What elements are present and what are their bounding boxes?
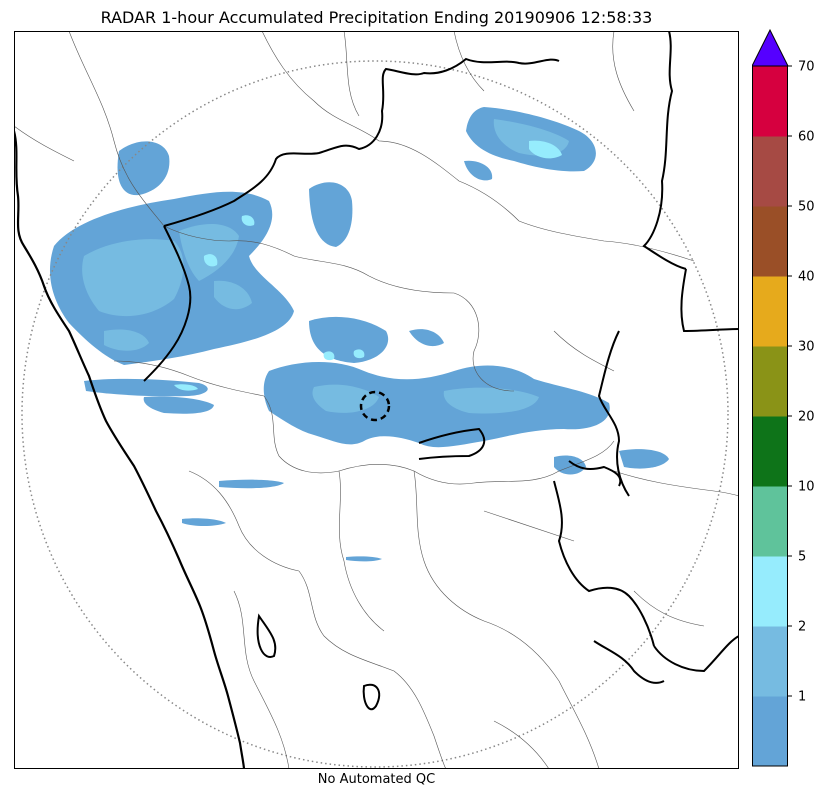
colorbar-tick-label: 20 — [798, 410, 815, 425]
precip-max-west — [203, 254, 218, 267]
colorbar-tick-label: 10 — [798, 480, 815, 495]
precip-core-central — [312, 384, 379, 413]
colorbar: 1 2 5 10 20 30 40 50 60 70 — [752, 28, 815, 767]
colorbar-tick-label: 30 — [798, 340, 815, 355]
colorbar-band — [752, 136, 788, 207]
colorbar-band — [752, 486, 788, 557]
state-border-east — [680, 268, 739, 333]
chart-title: RADAR 1-hour Accumulated Precipitation E… — [100, 8, 653, 27]
state-border-southeast-2 — [653, 635, 739, 673]
precip-max-northeast — [529, 140, 562, 159]
colorbar-tick-label: 2 — [798, 620, 806, 635]
colorbar-band — [752, 626, 788, 697]
state-border-central-south-2 — [568, 460, 622, 487]
precip-area-south-streak-1 — [219, 479, 284, 489]
colorbar-tick-label: 1 — [798, 690, 806, 705]
state-border-west-inland — [143, 225, 192, 382]
colorbar-band — [752, 696, 788, 767]
precip-max-west-2 — [241, 215, 255, 226]
precip-core-west — [82, 239, 184, 317]
precip-area-ne-wisp — [464, 160, 493, 181]
colorbar-band — [752, 556, 788, 627]
precip-area-central-east-wisps — [409, 329, 444, 347]
precip-max-central-2 — [353, 349, 365, 359]
precip-area-coast-band-1 — [84, 378, 208, 397]
colorbar-tick-label: 40 — [798, 270, 815, 285]
colorbar-frame — [752, 65, 788, 767]
precip-core-west-3 — [214, 280, 252, 310]
state-border-east-loop — [597, 330, 630, 497]
colorbar-band — [752, 346, 788, 417]
precip-area-east-patch — [619, 449, 669, 469]
state-border-southeast — [553, 480, 655, 647]
state-border-central-south — [418, 427, 486, 460]
colorbar-extend-max — [752, 28, 789, 67]
colorbar-ticks: 1 2 5 10 20 30 40 50 60 70 — [788, 60, 815, 705]
precip-core-coast — [104, 329, 149, 351]
qc-note: No Automated QC — [317, 772, 436, 787]
precip-area-coast-band-2 — [143, 396, 214, 414]
colorbar-band — [752, 206, 788, 277]
district-boundaries — [14, 31, 739, 769]
coastline — [14, 130, 246, 769]
state-border-north — [163, 57, 560, 227]
colorbar-band — [752, 416, 788, 487]
map-frame — [14, 31, 739, 769]
colorbar-tick-label: 5 — [798, 550, 806, 565]
colorbar-band — [752, 66, 788, 137]
precip-area-central — [263, 361, 610, 448]
precip-core-west-2 — [179, 224, 239, 281]
colorbar-tick-label: 60 — [798, 130, 815, 145]
radar-site-marker — [359, 390, 391, 422]
precip-area-south-streak-3 — [346, 556, 382, 562]
precip-max-coast — [174, 384, 198, 391]
precip-core-central-east — [443, 387, 539, 414]
radar-range-ring — [21, 60, 729, 768]
precip-layer-2-5 — [174, 140, 562, 391]
colorbar-bands — [752, 28, 789, 767]
radar-map — [14, 31, 739, 769]
precip-max-central-1 — [323, 351, 335, 361]
state-border-southeast-3 — [593, 640, 665, 684]
colorbar-tick-label: 50 — [798, 200, 815, 215]
state-border-northeast — [642, 31, 687, 270]
state-boundaries — [143, 31, 739, 711]
state-border-south-loop — [256, 613, 277, 658]
colorbar-tick-label: 70 — [798, 60, 815, 75]
state-border-south-loop-2 — [362, 683, 381, 711]
colorbar-band — [752, 276, 788, 347]
precip-area-south-streak-2 — [182, 518, 226, 526]
precip-area-north — [309, 182, 353, 247]
